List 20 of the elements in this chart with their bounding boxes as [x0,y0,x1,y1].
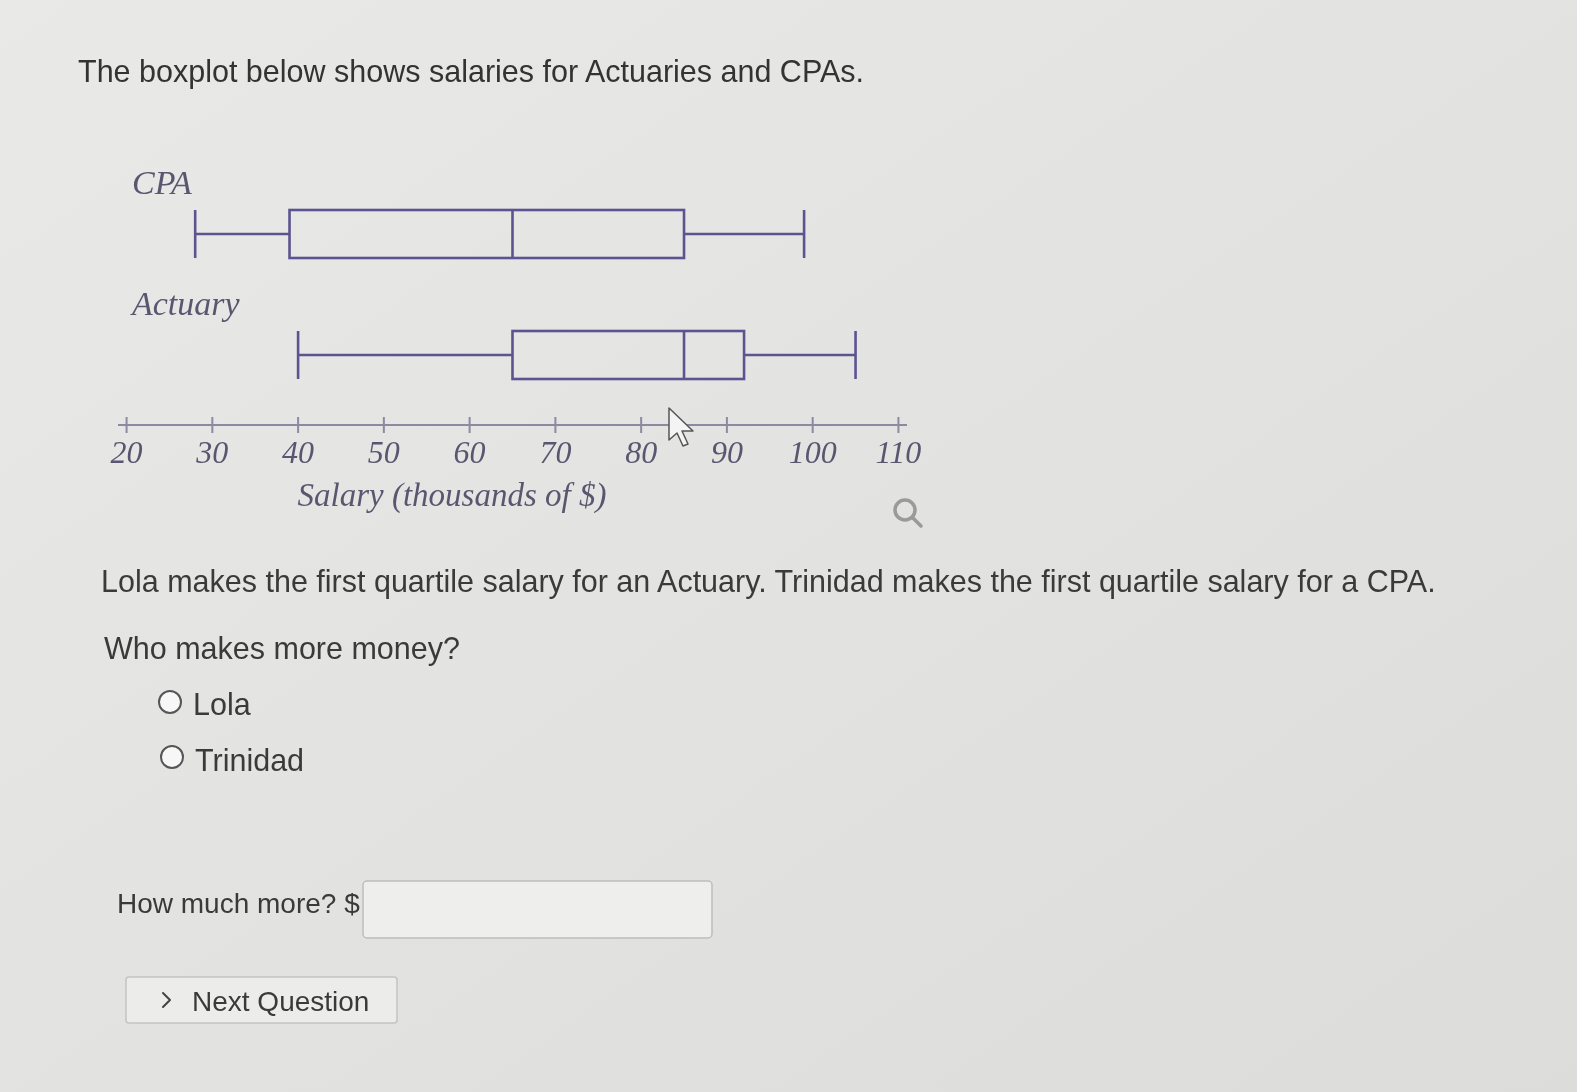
y-tick-label: CPA [132,164,193,201]
text: How much more? $ [117,888,361,919]
text: Trinidad [195,743,305,777]
text: Next Question [192,986,370,1017]
text: Lola makes the first quartile salary for an Actuary. Trinidad makes the first quartile salary for a CPA. [101,564,1436,599]
x-tick-label: 20 [110,434,143,470]
x-axis-title: Salary (thousands of $) [297,477,607,514]
x-tick-label: 40 [282,434,315,470]
x-tick-label: 110 [875,434,922,470]
x-tick-label: 70 [539,434,572,470]
text: Lola [193,687,251,721]
y-tick-label: Actuary [130,285,241,322]
x-tick-label: 80 [625,434,658,470]
x-tick-label: 90 [710,434,743,470]
x-tick-label: 30 [195,434,229,470]
x-tick-label: 50 [367,434,400,470]
text: Who makes more money? [104,631,460,666]
x-tick-label: 60 [453,434,486,470]
x-tick-label: 100 [788,434,837,470]
chart-title: The boxplot below shows salaries for Actuaries and CPAs. [78,54,865,89]
